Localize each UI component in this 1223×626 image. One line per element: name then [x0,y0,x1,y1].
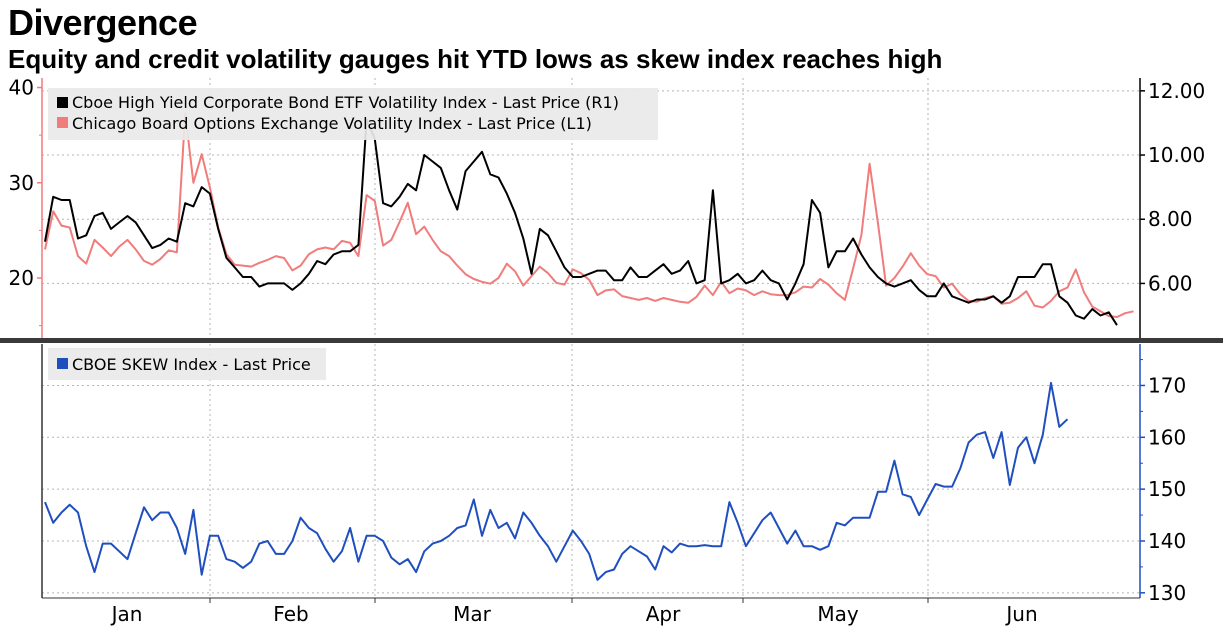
bottom-right-tick-label: 160 [1148,425,1186,449]
chart-title: Divergence [8,2,198,43]
x-tick-label: Apr [646,602,681,626]
legend-label-skew: CBOE SKEW Index - Last Price [72,355,311,374]
legend-swatch-vix [57,117,68,128]
skew-line [44,381,1069,581]
vix-line [44,112,1134,318]
x-tick-label: Mar [453,602,492,626]
legend-label-vix: Chicago Board Options Exchange Volatilit… [72,114,592,133]
top-right-tick-label: 12.00 [1148,79,1205,103]
top-left-tick-label: 40 [9,76,34,100]
hy-vol-line [44,118,1118,326]
bottom-right-tick-label: 170 [1148,373,1186,397]
top-right-tick-label: 8.00 [1148,207,1193,231]
top-right-tick-label: 10.00 [1148,143,1205,167]
bottom-right-tick-label: 140 [1148,529,1186,553]
legend-swatch-skew [57,358,68,369]
top-legend-box [48,88,658,140]
bottom-legend-box [48,348,326,380]
x-tick-label: May [817,602,859,626]
bottom-right-tick-label: 150 [1148,477,1186,501]
top-right-tick-label: 6.00 [1148,271,1193,295]
bottom-right-tick-label: 130 [1148,581,1186,605]
x-tick-label: Jan [110,602,143,626]
legend-label-hy-vol: Cboe High Yield Corporate Bond ETF Volat… [72,93,619,112]
top-left-tick-label: 20 [9,266,34,290]
x-tick-label: Jun [1004,602,1037,626]
top-left-tick-label: 30 [9,171,34,195]
x-tick-label: Feb [273,602,308,626]
legend-swatch-hy-vol [57,97,68,108]
chart-subtitle: Equity and credit volatility gauges hit … [8,44,943,74]
panel-divider [0,338,1223,343]
